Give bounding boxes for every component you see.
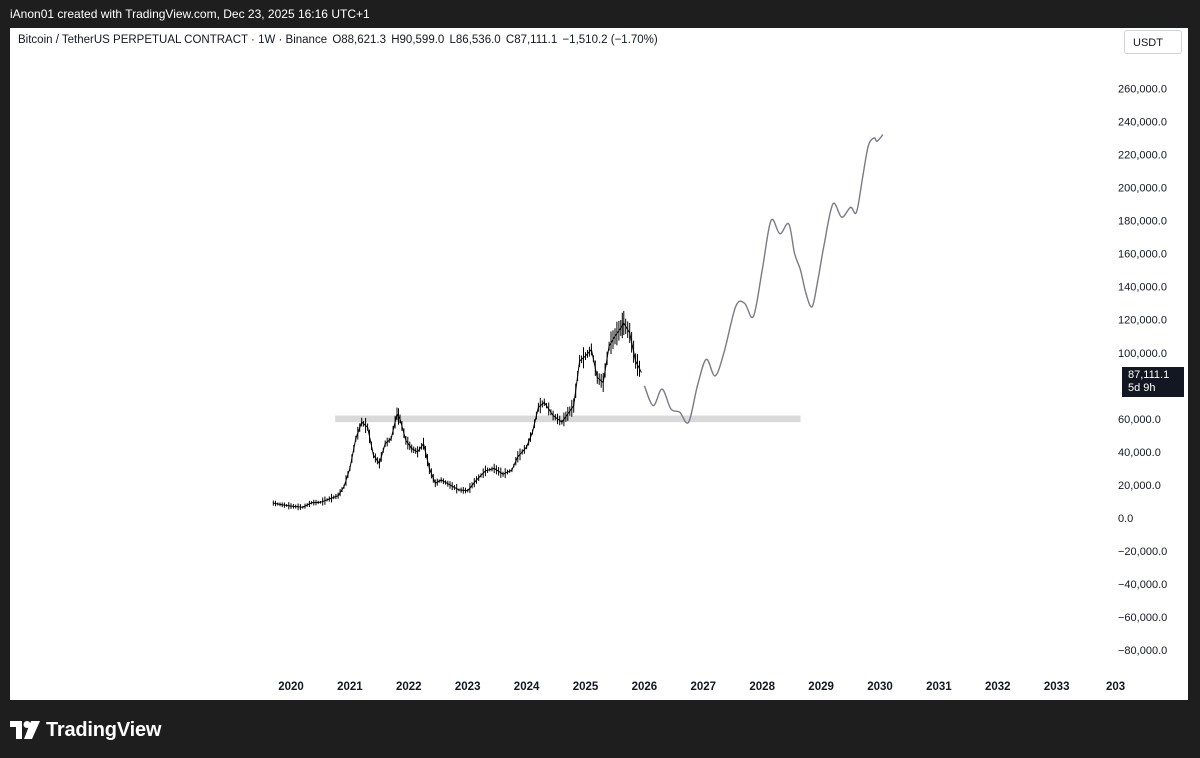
y-tick-label: 160,000.0 [1118,249,1167,261]
y-tick-label: 40,000.0 [1118,447,1161,459]
projection-line [643,134,884,424]
brand-name: TradingView [46,718,162,741]
currency-button[interactable]: USDT [1124,30,1182,54]
ohlc-open: O88,621.3 [332,34,387,46]
chart-caption: iAnon01 created with TradingView.com, De… [10,7,370,21]
x-tick-label: 2024 [514,681,540,693]
y-tick-label: 240,000.0 [1118,116,1167,128]
tradingview-brand[interactable]: TradingView [10,716,161,744]
last-price-tag: 87,111.1 5d 9h [1122,367,1184,397]
ohlc-low: L86,536.0 [449,34,501,46]
x-tick-label: 2031 [926,681,952,693]
y-tick-label: 100,000.0 [1118,348,1167,360]
y-tick-label: −40,000.0 [1118,579,1167,591]
y-tick-label: −20,000.0 [1118,546,1167,558]
x-tick-label: 2025 [573,681,599,693]
y-tick-label: 260,000.0 [1118,83,1167,95]
symbol-legend: Bitcoin / TetherUS PERPETUAL CONTRACT · … [18,34,660,46]
y-tick-label: 20,000.0 [1118,480,1161,492]
ohlc-high: H90,599.0 [391,34,445,46]
y-tick-label: 200,000.0 [1118,183,1167,195]
ohlc-change: −1,510.2 (−1.70%) [562,34,658,46]
last-price: 87,111.1 [1128,369,1170,381]
chart-area[interactable]: 260,000.0 240,000.0 220,000.0 200,000.0 180,… [10,28,1188,700]
y-tick-label: 120,000.0 [1118,315,1167,327]
x-tick-label: 2021 [337,681,363,693]
x-tick-label: 2027 [691,681,717,693]
x-tick-label: 203 [1106,681,1125,693]
y-tick-label: 180,000.0 [1118,216,1167,228]
y-tick-label: −60,000.0 [1118,612,1167,624]
x-tick-label: 2033 [1044,681,1070,693]
chart-svg[interactable]: 260,000.0 240,000.0 220,000.0 200,000.0 180,… [10,28,1188,700]
y-tick-label: 220,000.0 [1118,149,1167,161]
bar-countdown: 5d 9h [1128,382,1156,394]
x-tick-label: 2020 [278,681,304,693]
y-tick-label: 140,000.0 [1118,282,1167,294]
x-tick-label: 2022 [396,681,422,693]
x-tick-label: 2023 [455,681,481,693]
y-tick-label: 0.0 [1118,513,1133,525]
price-history-line [273,322,642,508]
x-tick-label: 2026 [632,681,658,693]
tradingview-logo-icon [10,721,40,739]
x-tick-label: 2029 [808,681,834,693]
x-tick-label: 2032 [985,681,1011,693]
x-tick-label: 2028 [749,681,775,693]
y-tick-label: −80,000.0 [1118,645,1167,657]
ohlc-close: C87,111.1 [505,34,558,46]
x-tick-label: 2030 [867,681,893,693]
y-tick-label: 60,000.0 [1118,414,1161,426]
symbol-name[interactable]: Bitcoin / TetherUS PERPETUAL CONTRACT · … [18,34,328,46]
